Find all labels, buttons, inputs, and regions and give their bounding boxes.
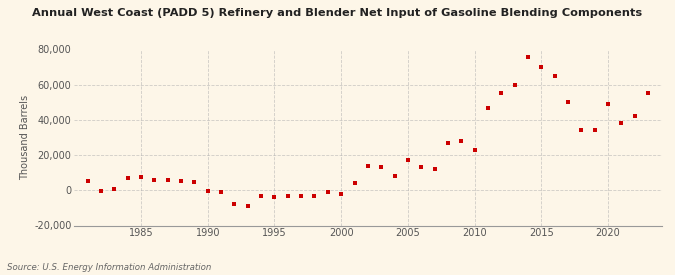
Point <box>162 178 173 182</box>
Point <box>216 190 227 194</box>
Text: Annual West Coast (PADD 5) Refinery and Blender Net Input of Gasoline Blending C: Annual West Coast (PADD 5) Refinery and … <box>32 8 643 18</box>
Point <box>362 163 373 168</box>
Point <box>202 189 213 193</box>
Point <box>389 174 400 178</box>
Point <box>429 167 440 171</box>
Point <box>416 165 427 170</box>
Point <box>349 181 360 185</box>
Point <box>136 175 146 179</box>
Point <box>256 194 267 199</box>
Point <box>536 65 547 69</box>
Point <box>522 54 533 59</box>
Text: Source: U.S. Energy Information Administration: Source: U.S. Energy Information Administ… <box>7 263 211 272</box>
Point <box>176 179 186 184</box>
Point <box>109 187 119 192</box>
Point <box>335 192 346 196</box>
Point <box>269 195 280 200</box>
Point <box>402 158 413 163</box>
Point <box>376 164 387 169</box>
Point <box>296 194 306 199</box>
Point <box>643 91 653 96</box>
Y-axis label: Thousand Barrels: Thousand Barrels <box>20 95 30 180</box>
Point <box>82 179 93 184</box>
Point <box>229 202 240 207</box>
Point <box>443 141 454 145</box>
Point <box>282 193 293 198</box>
Point <box>242 204 253 208</box>
Point <box>603 102 614 106</box>
Point <box>510 82 520 87</box>
Point <box>189 180 200 185</box>
Point <box>589 128 600 133</box>
Point <box>576 128 587 133</box>
Point <box>563 100 574 104</box>
Point <box>323 190 333 194</box>
Point <box>149 178 160 182</box>
Point <box>496 91 507 96</box>
Point <box>96 189 107 193</box>
Point <box>469 148 480 152</box>
Point <box>456 139 466 143</box>
Point <box>122 176 133 180</box>
Point <box>549 74 560 78</box>
Point <box>309 194 320 199</box>
Point <box>616 121 627 126</box>
Point <box>629 114 640 119</box>
Point <box>483 105 493 110</box>
